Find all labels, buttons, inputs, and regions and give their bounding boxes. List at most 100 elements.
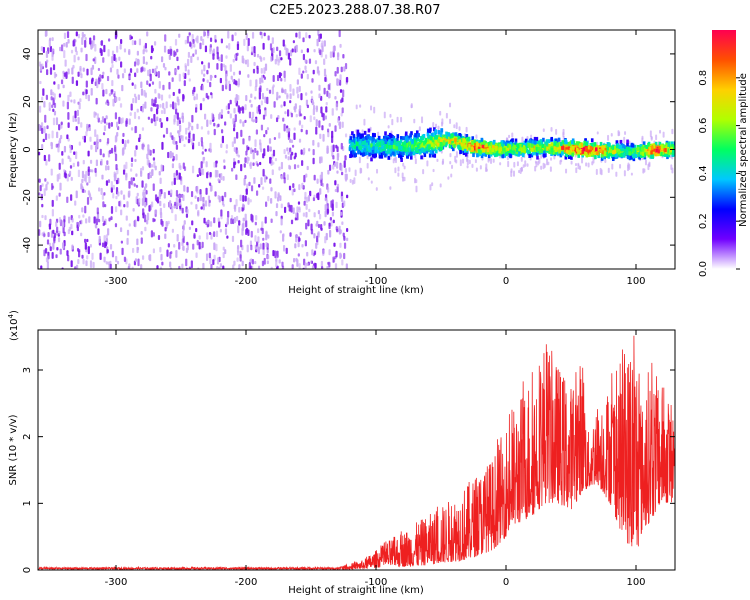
noise-point	[205, 92, 208, 99]
noise-point	[122, 169, 126, 175]
noise-point	[190, 260, 193, 269]
noise-point	[225, 78, 228, 86]
noise-point	[85, 260, 88, 267]
noise-point	[171, 77, 174, 82]
noise-point	[288, 185, 292, 191]
noise-point	[246, 183, 249, 190]
noise-point	[231, 34, 234, 42]
noise-point	[237, 159, 240, 164]
halo-point	[623, 170, 626, 177]
signal-point	[396, 137, 399, 142]
signal-point	[370, 146, 374, 151]
noise-point	[315, 126, 318, 135]
signal-point	[361, 138, 365, 143]
noise-point	[282, 117, 285, 122]
noise-point	[123, 68, 126, 74]
snr-scale-exponent: 4	[7, 313, 15, 318]
signal-point	[628, 155, 632, 160]
noise-point	[325, 101, 328, 106]
signal-point	[487, 142, 490, 147]
noise-point	[327, 187, 330, 193]
noise-point	[304, 240, 307, 247]
spectrogram-y-tick-label: -20	[22, 189, 33, 205]
noise-point	[305, 222, 308, 230]
signal-point	[357, 150, 360, 155]
noise-point	[115, 96, 118, 103]
signal-point	[561, 140, 565, 145]
noise-point	[136, 246, 139, 254]
noise-point	[283, 206, 287, 213]
noise-point	[250, 103, 253, 108]
noise-point	[251, 111, 255, 119]
noise-point	[48, 38, 51, 47]
noise-point	[180, 179, 183, 185]
noise-point	[59, 46, 62, 52]
noise-point	[89, 260, 93, 268]
halo-point	[546, 158, 549, 166]
noise-point	[38, 192, 41, 196]
signal-point	[658, 145, 662, 150]
snr-scale-label: (x104)	[7, 310, 20, 341]
noise-point	[324, 76, 327, 82]
signal-point	[370, 157, 373, 162]
noise-point	[84, 205, 87, 214]
noise-point	[343, 160, 346, 168]
noise-point	[192, 39, 195, 44]
signal-point	[507, 150, 510, 155]
noise-point	[104, 165, 108, 171]
noise-point	[229, 113, 232, 119]
halo-point	[628, 140, 631, 145]
noise-point	[89, 243, 92, 248]
snr-x-tick-label: -300	[105, 577, 128, 588]
signal-point	[409, 133, 412, 138]
noise-point	[332, 164, 335, 170]
noise-point	[231, 141, 234, 148]
noise-point	[313, 250, 317, 256]
noise-point	[283, 101, 286, 107]
noise-point	[254, 221, 257, 226]
halo-point	[441, 160, 444, 165]
noise-point	[187, 127, 190, 131]
signal-point	[535, 152, 539, 157]
noise-point	[100, 49, 103, 57]
noise-point	[302, 152, 305, 156]
noise-point	[342, 89, 345, 98]
noise-point	[220, 63, 223, 72]
noise-point	[44, 133, 48, 141]
signal-point	[603, 150, 607, 155]
noise-point	[261, 186, 265, 190]
noise-point	[312, 108, 315, 116]
noise-point	[74, 268, 76, 269]
signal-point	[543, 150, 546, 155]
colorbar-tick-label: 0.0	[698, 261, 709, 277]
noise-point	[174, 102, 177, 110]
noise-point	[249, 79, 252, 87]
halo-point	[524, 160, 527, 167]
noise-point	[86, 197, 90, 205]
noise-point	[319, 156, 322, 164]
noise-point	[203, 64, 206, 72]
noise-point	[295, 32, 298, 38]
signal-point	[490, 142, 493, 147]
halo-point	[449, 161, 452, 165]
signal-point	[626, 154, 630, 159]
noise-point	[141, 180, 144, 188]
halo-point	[519, 167, 522, 175]
signal-point	[632, 148, 635, 153]
noise-point	[280, 161, 284, 170]
noise-point	[104, 204, 107, 208]
signal-point	[532, 140, 536, 145]
noise-point	[110, 147, 114, 154]
signal-point	[437, 130, 441, 135]
noise-point	[270, 266, 273, 269]
signal-point	[450, 133, 454, 138]
noise-point	[225, 55, 228, 59]
noise-point	[346, 237, 349, 242]
noise-point	[321, 40, 324, 48]
noise-point	[264, 216, 267, 224]
signal-point	[572, 149, 576, 154]
noise-point	[116, 68, 119, 75]
noise-point	[58, 124, 61, 131]
noise-point	[337, 227, 340, 232]
noise-point	[152, 183, 155, 191]
